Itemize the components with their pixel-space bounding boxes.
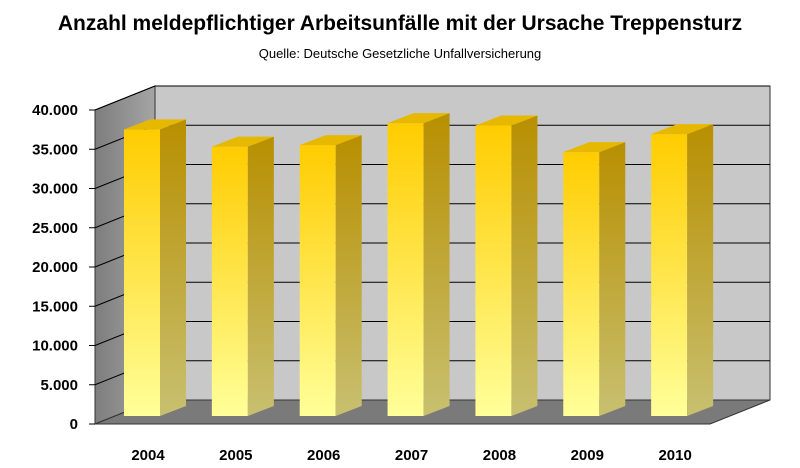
- x-tick-label: 2009: [571, 447, 604, 464]
- chart-subtitle: Quelle: Deutsche Gesetzliche Unfallversi…: [258, 46, 542, 61]
- y-tick-label: 30.000: [32, 181, 78, 198]
- bar-side: [599, 142, 626, 417]
- x-tick-label: 2010: [658, 447, 691, 464]
- bar-top: [211, 136, 274, 147]
- bar-2007: [387, 113, 450, 416]
- bar-front: [387, 123, 424, 416]
- bars: [124, 113, 714, 417]
- y-tick-label: 15.000: [32, 298, 78, 315]
- bar-2004: [124, 119, 186, 416]
- bar-front: [563, 152, 600, 417]
- y-axis-ticks: 0 5.000 10.000 15.000 20.000 25.000 30.000 35.0…: [32, 102, 78, 433]
- y-tick-label: 5.000: [40, 377, 78, 394]
- bar-side: [687, 124, 714, 417]
- y-tick-label: 40.000: [32, 102, 78, 119]
- bar-top: [387, 113, 450, 124]
- bar-2008: [475, 115, 538, 417]
- bar-side: [423, 113, 450, 416]
- bar-front: [124, 129, 160, 416]
- bar-2005: [211, 136, 274, 416]
- bar-front: [475, 125, 512, 417]
- y-tick-label: 35.000: [32, 141, 78, 158]
- bar-side: [335, 135, 362, 417]
- bar-top: [651, 124, 714, 135]
- bar-2006: [299, 135, 362, 417]
- x-axis-ticks: 2004 2005 2006 2007 2008 2009 2010: [131, 447, 692, 464]
- x-tick-label: 2006: [307, 447, 340, 464]
- x-tick-label: 2005: [219, 447, 252, 464]
- bar-top: [124, 119, 186, 130]
- x-tick-label: 2008: [483, 447, 516, 464]
- y-tick-label: 0: [70, 416, 78, 433]
- gridline-side: [94, 85, 156, 111]
- bar-front: [211, 146, 248, 416]
- bar-front: [299, 145, 336, 417]
- x-tick-label: 2007: [395, 447, 428, 464]
- x-tick-label: 2004: [131, 447, 165, 464]
- bar-2010: [651, 124, 714, 417]
- y-tick-label: 20.000: [32, 259, 78, 276]
- bar-side: [511, 115, 538, 417]
- bar-top: [563, 142, 626, 153]
- y-tick-label: 25.000: [32, 220, 78, 237]
- bar-top: [299, 135, 362, 146]
- y-tick-label: 10.000: [32, 338, 78, 355]
- bar-top: [475, 115, 538, 126]
- bar-side: [160, 119, 186, 416]
- bar-2009: [563, 142, 626, 417]
- bar-side: [247, 136, 274, 416]
- bar-front: [651, 134, 688, 416]
- chart-title: Anzahl meldepflichtiger Arbeitsunfälle m…: [57, 12, 743, 35]
